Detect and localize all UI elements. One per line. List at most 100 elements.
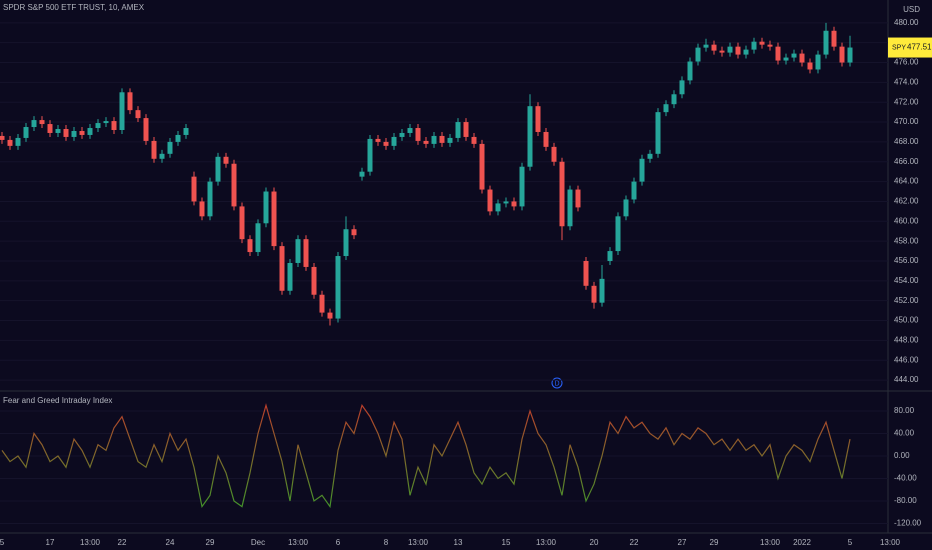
candle-body	[671, 94, 677, 105]
y-tick-label: 470.00	[894, 117, 919, 126]
candle-body	[495, 203, 501, 212]
candle-body	[0, 135, 5, 140]
candle-body	[471, 136, 477, 144]
candle-body	[583, 260, 589, 286]
candle-body	[463, 122, 469, 137]
candle-body	[615, 216, 621, 252]
candle-body	[247, 239, 253, 253]
candle-body	[63, 129, 69, 137]
candle-body	[159, 153, 165, 159]
candle-body	[207, 181, 213, 217]
y-tick-label: 468.00	[894, 137, 919, 146]
candle-body	[655, 112, 661, 154]
candle-body	[319, 294, 325, 313]
candle-body	[399, 132, 405, 137]
y-tick-label: 460.00	[894, 216, 919, 225]
candle-body	[415, 128, 421, 141]
candle-body	[575, 189, 581, 208]
candle-body	[151, 140, 157, 159]
x-tick-label: 5	[848, 538, 853, 547]
candle-body	[735, 46, 741, 55]
candle-body	[695, 47, 701, 62]
candle-body	[487, 189, 493, 212]
y-tick-label: -80.00	[894, 496, 917, 505]
candle-body	[15, 137, 21, 146]
candle-body	[191, 176, 197, 202]
y-tick-label: 446.00	[894, 355, 919, 364]
x-tick-label: 13:00	[288, 538, 309, 547]
candle-body	[39, 120, 45, 125]
candle-body	[631, 181, 637, 200]
y-tick-label: 0.00	[894, 451, 910, 460]
candle-body	[647, 153, 653, 159]
candle-body	[423, 140, 429, 144]
x-tick-label: 22	[630, 538, 639, 547]
x-tick-label: 24	[166, 538, 175, 547]
candle-body	[831, 30, 837, 47]
candle-body	[559, 161, 565, 227]
candle-body	[199, 201, 205, 217]
y-tick-label: 444.00	[894, 375, 919, 384]
x-tick-label: 22	[118, 538, 127, 547]
x-tick-label: 13	[454, 538, 463, 547]
y-tick-label: 40.00	[894, 429, 915, 438]
chart-title: SPDR S&P 500 ETF TRUST, 10, AMEX	[3, 3, 145, 12]
price-label-symbol: SPY	[892, 44, 906, 51]
candle-body	[639, 158, 645, 182]
y-tick-label: 474.00	[894, 77, 919, 86]
candle-body	[783, 57, 789, 61]
x-tick-label: 27	[678, 538, 687, 547]
x-tick-label: 13:00	[880, 538, 901, 547]
candle-body	[335, 256, 341, 319]
dividend-icon[interactable]	[551, 377, 563, 389]
candle-body	[167, 141, 173, 154]
y-tick-label: 480.00	[894, 18, 919, 27]
candle-body	[359, 171, 365, 177]
indicator-title: Fear and Greed Intraday Index	[3, 396, 112, 405]
candle-body	[111, 121, 117, 130]
x-tick-label: 29	[206, 538, 215, 547]
y-tick-label: 466.00	[894, 157, 919, 166]
candle-body	[87, 128, 93, 135]
y-tick-label: -120.00	[894, 519, 922, 528]
candle-body	[143, 118, 149, 141]
candle-body	[591, 285, 597, 303]
candle-body	[79, 130, 85, 135]
candle-body	[759, 41, 765, 45]
candle-body	[327, 312, 333, 319]
candle-body	[375, 138, 381, 142]
candle-body	[511, 201, 517, 207]
candle-body	[351, 229, 357, 236]
y-tick-label: 456.00	[894, 256, 919, 265]
candle-body	[295, 239, 301, 263]
candle-body	[7, 139, 13, 146]
candle-body	[71, 130, 77, 137]
dividend-label: D	[554, 380, 559, 387]
candle-body	[135, 110, 141, 119]
candle-body	[119, 92, 125, 130]
candle-body	[535, 106, 541, 132]
candle-body	[47, 124, 53, 133]
candle-body	[279, 246, 285, 291]
candle-body	[543, 131, 549, 147]
candle-body	[95, 123, 101, 129]
candle-body	[407, 128, 413, 133]
candle-body	[255, 223, 261, 253]
price-label-box	[888, 37, 932, 58]
x-tick-label: 5	[0, 538, 5, 547]
y-tick-label: 454.00	[894, 276, 919, 285]
candle-body	[823, 30, 829, 55]
x-tick-label: 6	[336, 538, 341, 547]
candle-body	[239, 206, 245, 240]
candle-body	[751, 41, 757, 50]
y-tick-label: 448.00	[894, 335, 919, 344]
x-tick-label: 2022	[793, 538, 811, 547]
candle-body	[847, 47, 853, 63]
candle-body	[383, 141, 389, 146]
currency: USD	[903, 5, 920, 14]
candle-body	[479, 143, 485, 190]
candle-body	[303, 239, 309, 267]
y-tick-label: 464.00	[894, 177, 919, 186]
x-tick-label: 20	[590, 538, 599, 547]
index-line	[1, 403, 851, 509]
